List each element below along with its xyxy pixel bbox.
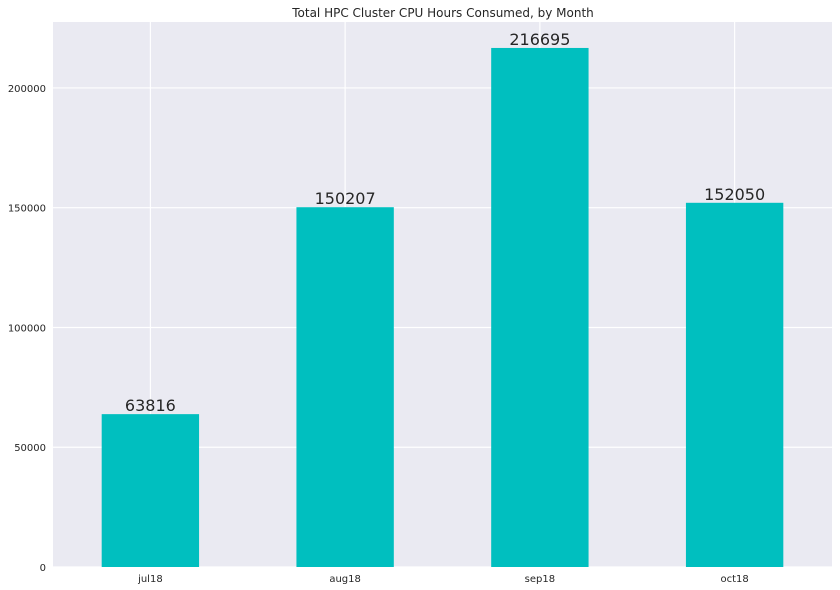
- x-tick-label: oct18: [720, 574, 748, 585]
- y-tick-label: 150000: [8, 204, 46, 215]
- bar-aug18: [296, 207, 394, 568]
- data-label-jul18: 63816: [125, 396, 176, 415]
- y-tick-label: 200000: [8, 84, 46, 95]
- data-label-aug18: 150207: [315, 189, 376, 208]
- bars: [101, 47, 784, 568]
- chart-title: Total HPC Cluster CPU Hours Consumed, by…: [291, 6, 594, 20]
- bar-oct18: [685, 202, 784, 567]
- x-tick-label: sep18: [525, 574, 555, 585]
- bar-jul18: [101, 414, 200, 567]
- y-tick-label: 0: [40, 563, 46, 574]
- y-tick-label: 100000: [8, 323, 46, 334]
- data-label-oct18: 152050: [704, 185, 765, 204]
- data-label-sep18: 216695: [509, 30, 570, 49]
- bar-sep18: [491, 47, 589, 568]
- x-tick-label: aug18: [329, 574, 361, 585]
- axis-ticks: 0 50000 100000 150000 200000 jul18 aug18 sep18 o…: [8, 84, 749, 585]
- y-tick-label: 50000: [14, 443, 46, 454]
- x-tick-label: jul18: [137, 574, 163, 585]
- data-labels: 63816 150207 216695 152050: [125, 30, 765, 415]
